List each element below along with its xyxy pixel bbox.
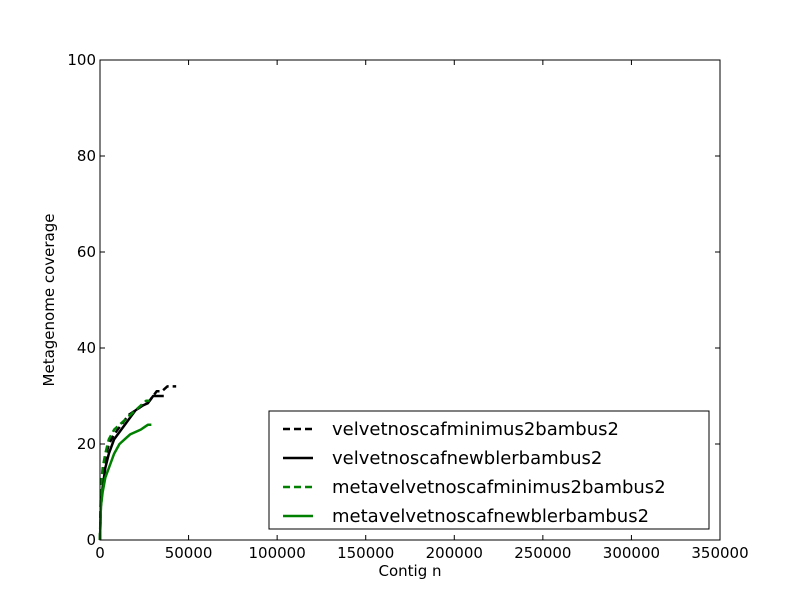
legend-label-1: velvetnoscafminimus2bambus2 bbox=[332, 419, 619, 440]
series-layer bbox=[98, 385, 177, 541]
x-tick-label: 200000 bbox=[426, 544, 483, 562]
x-tick-label: 0 bbox=[95, 544, 105, 562]
legend-frame bbox=[268, 410, 710, 530]
legend-label-4: metavelvetnoscafnewblerbambus2 bbox=[332, 506, 649, 527]
x-tick-label: 100000 bbox=[249, 544, 306, 562]
x-tick-label: 150000 bbox=[337, 544, 394, 562]
legend-label-3: metavelvetnoscafminimus2bambus2 bbox=[332, 477, 666, 498]
x-axis-ticks: 0 50000 100000 150000 200000 250000 300000 3500… bbox=[95, 60, 749, 562]
y-tick-label: 0 bbox=[86, 531, 96, 549]
x-tick-label: 350000 bbox=[691, 544, 748, 562]
y-tick-label: 80 bbox=[77, 147, 96, 165]
x-tick-label: 250000 bbox=[514, 544, 571, 562]
y-axis-label: Metagenome coverage bbox=[40, 214, 58, 387]
x-axis-label: Contig n bbox=[378, 562, 441, 580]
series-line-4 bbox=[98, 423, 152, 541]
x-tick-label: 50000 bbox=[165, 544, 213, 562]
y-axis-ticks: 0 20 40 60 80 100 bbox=[67, 51, 720, 549]
x-tick-label: 300000 bbox=[603, 544, 660, 562]
plot-frame bbox=[99, 59, 721, 541]
y-tick-label: 20 bbox=[77, 435, 96, 453]
y-tick-label: 40 bbox=[77, 339, 96, 357]
legend-label-2: velvetnoscafnewblerbambus2 bbox=[332, 448, 602, 469]
y-tick-label: 100 bbox=[67, 51, 96, 69]
series-line-3 bbox=[98, 399, 150, 541]
legend: velvetnoscafminimus2bambus2 velvetnoscafn… bbox=[268, 410, 710, 530]
y-tick-label: 60 bbox=[77, 243, 96, 261]
